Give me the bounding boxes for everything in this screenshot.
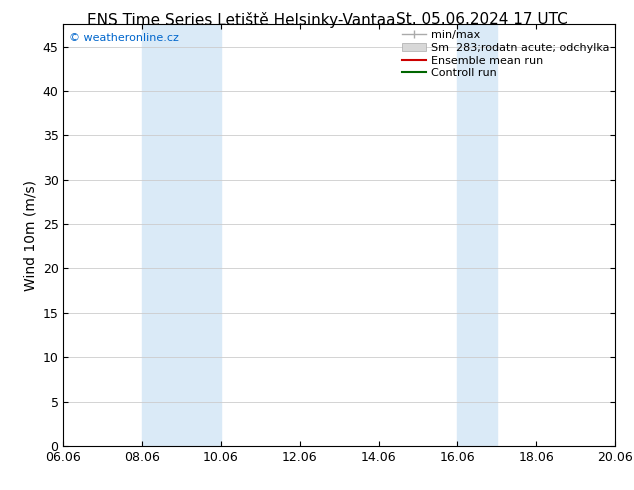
Text: ENS Time Series Letiště Helsinky-Vantaa: ENS Time Series Letiště Helsinky-Vantaa	[87, 12, 395, 28]
Y-axis label: Wind 10m (m/s): Wind 10m (m/s)	[23, 180, 37, 291]
Text: St. 05.06.2024 17 UTC: St. 05.06.2024 17 UTC	[396, 12, 567, 27]
Legend: min/max, Sm  283;rodatn acute; odchylka, Ensemble mean run, Controll run: min/max, Sm 283;rodatn acute; odchylka, …	[400, 28, 612, 81]
Bar	[457, 24, 497, 446]
Bar	[142, 24, 221, 446]
Text: © weatheronline.cz: © weatheronline.cz	[69, 33, 179, 43]
